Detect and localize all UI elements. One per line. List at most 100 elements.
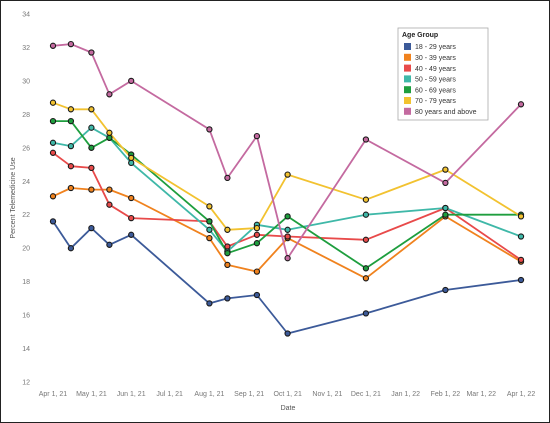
data-point (128, 154, 135, 162)
data-point (88, 49, 95, 56)
data-point (253, 231, 261, 238)
series-line-7 (52, 43, 522, 260)
data-point (517, 233, 525, 240)
data-point (67, 117, 75, 125)
data-point (49, 117, 57, 125)
data-point (362, 265, 370, 272)
x-tick-label: Aug 1, 21 (194, 391, 224, 398)
series-lines (52, 43, 522, 335)
series-line-6 (52, 101, 522, 231)
legend-label: 40 - 49 years (415, 66, 456, 73)
legend: Age Group 18 - 29 years 30 - 39 years 40 - … (397, 27, 489, 121)
data-point (128, 231, 135, 238)
y-axis-label: Percent Telemedicine Use (10, 157, 17, 238)
data-point (284, 226, 291, 233)
data-point (49, 149, 57, 156)
data-point (106, 201, 113, 208)
data-point (224, 174, 231, 182)
data-point (128, 159, 135, 167)
data-point (442, 179, 449, 187)
y-tick-label: 34 (22, 12, 30, 19)
legend-label: 70 - 79 years (415, 98, 456, 105)
data-point (517, 276, 525, 284)
data-point (67, 245, 75, 252)
y-tick-label: 30 (22, 78, 30, 85)
data-point (88, 224, 95, 232)
data-point (517, 101, 525, 108)
data-point (206, 126, 213, 133)
data-point (106, 186, 113, 193)
data-point (284, 171, 291, 178)
x-tick-label: Jul 1, 21 (156, 391, 183, 398)
x-tick-label: Jan 1, 22 (391, 391, 420, 398)
series-line-2 (52, 187, 522, 280)
data-point (253, 224, 261, 232)
x-tick-label: Mar 1, 22 (466, 391, 496, 398)
data-point (284, 213, 291, 220)
series-line-5 (53, 120, 521, 270)
data-point (88, 124, 95, 131)
legend-swatch (404, 97, 411, 104)
data-point (442, 166, 449, 173)
legend-swatch (404, 43, 411, 50)
series-points (49, 40, 525, 337)
series-line-1 (52, 220, 522, 335)
legend-label: 50 - 59 years (415, 77, 456, 84)
data-point (67, 142, 75, 150)
y-tick-label: 32 (22, 45, 30, 52)
x-tick-label: Oct 1, 21 (273, 391, 302, 398)
data-point (49, 218, 57, 225)
data-point (49, 99, 57, 106)
legend-swatch (404, 64, 411, 72)
y-tick-label: 18 (22, 279, 30, 286)
legend-label: 30 - 39 years (415, 55, 456, 62)
y-tick-label: 20 (22, 246, 30, 253)
data-point (49, 193, 57, 200)
data-point (128, 77, 135, 85)
data-point (88, 164, 95, 172)
data-point (88, 186, 95, 193)
data-point (362, 310, 370, 317)
data-point (106, 91, 113, 98)
data-point (128, 214, 135, 222)
legend-label: 18 - 29 years (415, 44, 456, 51)
data-point (106, 129, 113, 136)
data-point (442, 286, 449, 294)
data-point (362, 136, 370, 143)
data-point (362, 236, 370, 243)
x-tick-label: Sep 1, 21 (234, 391, 264, 398)
y-tick-label: 14 (22, 346, 30, 353)
data-point (128, 194, 135, 202)
data-point (88, 106, 95, 113)
data-point (362, 196, 370, 203)
legend-label: 60 - 69 years (415, 87, 456, 94)
chart-axes: 12 14 16 18 20 22 24 26 28 30 32 34 Apr 1, 21 May 1, … (10, 12, 535, 413)
data-point (224, 243, 231, 250)
legend-box (397, 27, 489, 121)
x-tick-label: Nov 1, 21 (312, 391, 342, 398)
data-point (206, 218, 213, 225)
data-point (224, 250, 231, 257)
data-point (206, 203, 213, 210)
data-point (517, 213, 525, 220)
x-tick-label: Apr 1, 21 (39, 391, 68, 398)
data-point (253, 240, 261, 247)
data-point (206, 226, 213, 233)
data-point (284, 330, 291, 337)
x-tick-label: May 1, 21 (76, 391, 107, 398)
data-point (224, 295, 231, 302)
data-point (106, 134, 113, 141)
series-line-3 (52, 152, 522, 261)
data-point (517, 256, 525, 264)
data-point (284, 255, 291, 262)
y-tick-label: 28 (22, 112, 30, 119)
legend-swatch (404, 75, 411, 83)
legend-title: Age Group (402, 32, 438, 39)
data-point (67, 106, 75, 113)
x-axis-label: Date (281, 405, 296, 412)
data-point (67, 40, 75, 48)
data-point (253, 291, 261, 299)
legend-swatch (404, 86, 411, 94)
data-point (88, 144, 95, 151)
series-line-4 (52, 126, 522, 253)
